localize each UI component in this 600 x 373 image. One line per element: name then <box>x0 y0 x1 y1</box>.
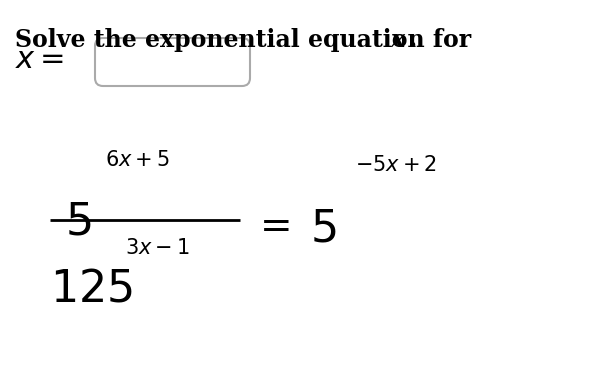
Text: $125$: $125$ <box>50 268 133 311</box>
Text: $6x+5$: $6x+5$ <box>105 150 170 170</box>
Text: Solve the exponential equation for: Solve the exponential equation for <box>15 28 479 52</box>
Text: $5$: $5$ <box>65 200 91 243</box>
Text: $x=$: $x=$ <box>15 44 64 75</box>
Text: $-5x+2$: $-5x+2$ <box>355 155 437 175</box>
Text: $3x-1$: $3x-1$ <box>125 238 190 258</box>
Text: $5$: $5$ <box>310 207 337 250</box>
Text: x: x <box>390 28 404 52</box>
FancyBboxPatch shape <box>95 38 250 86</box>
Text: .: . <box>408 28 416 52</box>
Text: $=$: $=$ <box>252 207 290 244</box>
